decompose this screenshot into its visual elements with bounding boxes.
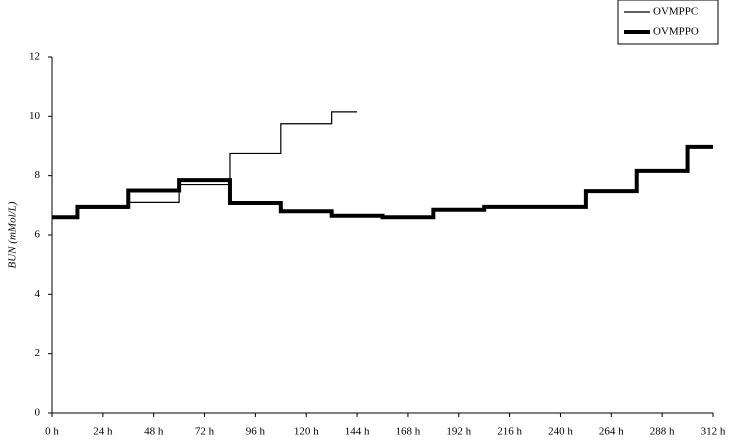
x-tick-label: 192 h [446,426,471,438]
x-tick-label: 240 h [548,426,573,438]
legend-label: OVMPPC [653,6,698,18]
y-tick-label: 12 [29,51,40,63]
y-tick-label: 8 [35,169,41,181]
y-tick-label: 4 [35,288,41,300]
x-tick-label: 216 h [497,426,522,438]
y-tick-label: 0 [35,407,41,419]
y-tick-label: 2 [35,347,41,359]
x-tick-label: 0 h [45,426,59,438]
y-axis-label: BUN (mMol/L) [7,201,19,268]
step-line [52,144,713,220]
legend-box [617,0,719,45]
y-tick-label: 6 [35,229,41,241]
x-tick-label: 120 h [294,426,319,438]
y-tick-label: 10 [29,110,41,122]
x-tick-label: 96 h [246,426,266,438]
x-tick-label: 312 h [701,426,726,438]
legend-label: OVMPPO [653,26,699,38]
x-tick-label: 24 h [93,426,113,438]
x-tick-label: 288 h [650,426,675,438]
step-line [52,111,358,218]
x-tick-label: 72 h [195,426,215,438]
x-tick-label: 144 h [345,426,370,438]
x-tick-label: 48 h [144,426,164,438]
x-tick-label: 168 h [396,426,421,438]
x-tick-label: 264 h [599,426,624,438]
